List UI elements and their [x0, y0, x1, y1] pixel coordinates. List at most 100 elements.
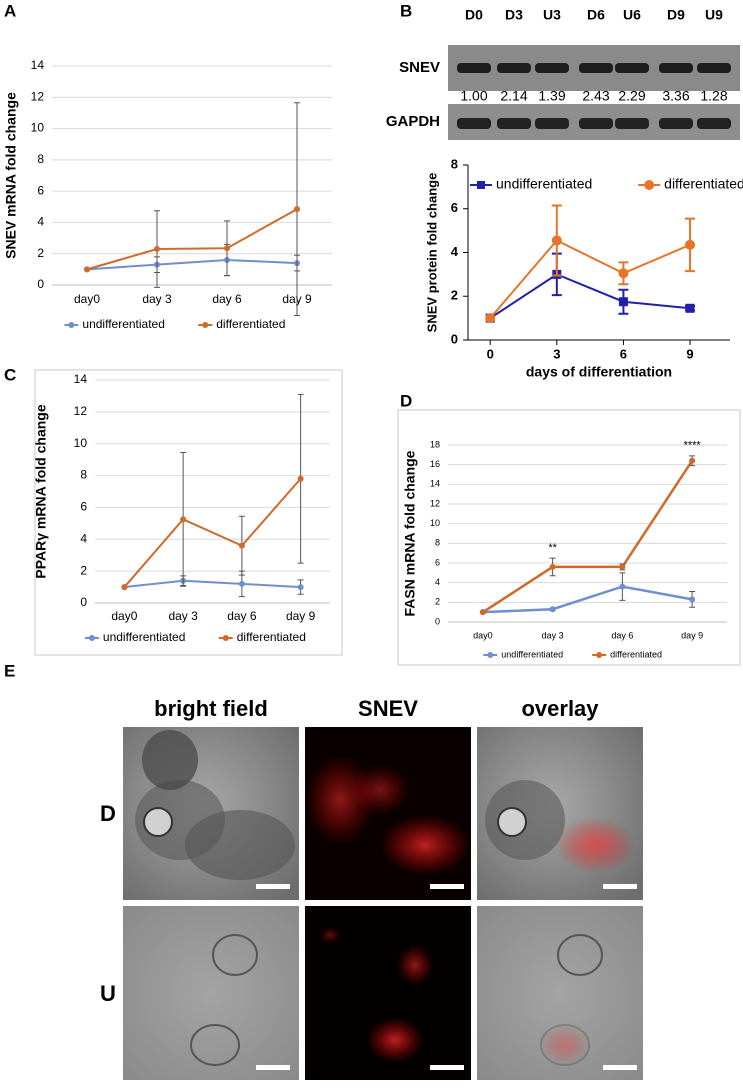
y-tick-label: 4: [37, 215, 44, 229]
y-tick-label: 0: [435, 616, 440, 626]
blot-lane-label: D3: [505, 7, 523, 23]
x-tick-label: 9: [686, 346, 693, 361]
y-tick-label: 12: [74, 404, 88, 418]
legend-marker: [202, 322, 209, 328]
marker: [121, 584, 128, 591]
x-axis-label: days of differentiation: [526, 364, 672, 380]
marker: [479, 609, 486, 616]
y-tick-label: 4: [435, 577, 440, 587]
x-tick-label: day 3: [542, 630, 564, 640]
y-tick-label: 6: [37, 183, 44, 197]
blot-band: [457, 118, 491, 129]
legend-marker: [68, 322, 75, 328]
panel-letter: E: [4, 661, 15, 680]
panel-letter: A: [4, 1, 16, 20]
legend-label: differentiated: [237, 630, 306, 644]
blot-ratio: 3.36: [662, 88, 689, 104]
marker: [689, 457, 696, 464]
blot-lane-label: D0: [465, 7, 483, 23]
y-tick-label: 12: [430, 498, 440, 508]
y-tick-label: 12: [31, 89, 45, 103]
legend-label: differentiated: [216, 317, 285, 331]
row-label: D: [100, 801, 116, 826]
series-line: [86, 208, 298, 271]
marker: [618, 297, 628, 307]
row-label: U: [100, 981, 116, 1006]
y-tick-label: 10: [74, 436, 88, 450]
legend-marker: [222, 635, 229, 641]
marker: [238, 542, 245, 549]
y-tick-label: 16: [430, 459, 440, 469]
series-line: [482, 460, 694, 614]
blot-ratio: 1.39: [538, 88, 565, 104]
x-tick-label: day 6: [212, 292, 242, 306]
blot-band: [535, 118, 569, 129]
series-line: [482, 585, 693, 614]
x-tick-label: day 3: [168, 609, 198, 623]
y-tick-label: 4: [80, 531, 87, 545]
annotation: ****: [684, 440, 702, 452]
blot-lane-label: D9: [667, 7, 685, 23]
blot-ratio: 1.00: [460, 88, 487, 104]
legend-marker: [487, 652, 494, 658]
blot-band: [615, 63, 649, 73]
y-tick-label: 14: [74, 372, 88, 386]
x-tick-label: 6: [620, 346, 627, 361]
legend-label: differentiated: [664, 176, 743, 192]
x-tick-label: day 9: [681, 630, 703, 640]
x-tick-label: day0: [74, 292, 100, 306]
y-tick-label: 2: [435, 597, 440, 607]
y-tick-label: 0: [37, 277, 44, 291]
blot-band: [579, 63, 613, 73]
y-tick-label: 0: [451, 331, 458, 346]
marker: [549, 606, 556, 613]
blot-band: [457, 63, 491, 73]
micrographs: [123, 727, 643, 1080]
blot-band: [579, 118, 613, 129]
panel-letter: D: [400, 391, 412, 410]
blot-band: [615, 118, 649, 129]
column-header: overlay: [521, 696, 599, 721]
series-line: [489, 239, 691, 319]
y-tick-label: 18: [430, 439, 440, 449]
marker: [180, 516, 187, 523]
marker: [551, 235, 562, 246]
y-tick-label: 6: [435, 557, 440, 567]
marker: [224, 245, 230, 252]
panel-letter: B: [400, 1, 412, 20]
marker: [297, 584, 304, 591]
blot-row-label: GAPDH: [386, 113, 440, 130]
y-tick-label: 2: [80, 563, 87, 577]
y-tick-label: 10: [31, 121, 45, 135]
y-tick-label: 14: [31, 58, 45, 72]
x-tick-label: day0: [473, 630, 493, 640]
marker: [294, 206, 300, 213]
blot-ratio: 2.43: [582, 88, 609, 104]
blot-lane-label: U6: [623, 7, 641, 23]
column-header: SNEV: [358, 696, 418, 721]
annotation: **: [548, 542, 557, 554]
x-tick-label: 0: [487, 346, 494, 361]
legend-label: undifferentiated: [496, 176, 592, 192]
blot-band: [497, 118, 531, 129]
y-tick-label: 8: [80, 468, 87, 482]
blot-ratio: 1.28: [700, 88, 727, 104]
y-axis-label: FASN mRNA fold change: [402, 450, 418, 616]
y-tick-label: 14: [430, 479, 440, 489]
blot-ratio: 2.29: [618, 88, 645, 104]
x-tick-label: 3: [553, 346, 560, 361]
y-tick-label: 4: [451, 244, 459, 259]
y-axis-label: SNEV protein fold change: [424, 173, 439, 333]
series-line: [86, 258, 298, 271]
blot-band: [535, 63, 569, 73]
legend-marker: [477, 181, 485, 189]
legend-label: undifferentiated: [501, 649, 563, 659]
blot-lane-label: U9: [705, 7, 723, 23]
y-axis-label: SNEV mRNA fold change: [3, 92, 19, 259]
x-tick-label: day 6: [611, 630, 633, 640]
legend-label: undifferentiated: [103, 630, 186, 644]
legend-label: differentiated: [610, 649, 662, 659]
blot-ratio: 2.14: [500, 88, 527, 104]
marker: [154, 246, 160, 253]
